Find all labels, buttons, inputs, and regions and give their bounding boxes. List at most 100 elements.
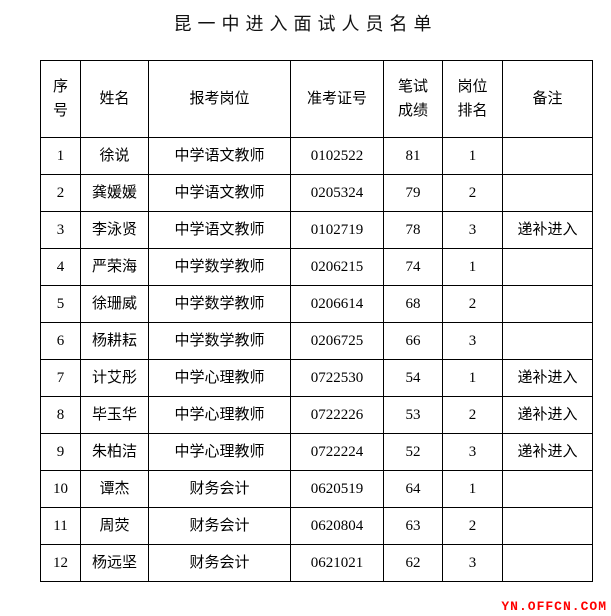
cell-seq: 5 [40,285,81,323]
cell-score: 53 [383,396,443,434]
cell-seq: 9 [40,433,81,471]
cell-score: 78 [383,211,443,249]
cell-score: 79 [383,174,443,212]
cell-seq: 2 [40,174,81,212]
cell-name: 周荧 [80,507,149,545]
cell-remark [502,544,593,582]
cell-rank: 3 [442,211,503,249]
cell-ticket: 0102719 [290,211,384,249]
table-row: 12 杨远坚 财务会计 0621021 62 3 [40,544,593,582]
table-row: 7 计艾彤 中学心理教师 0722530 54 1 递补进入 [40,359,593,397]
cell-rank: 3 [442,433,503,471]
cell-name: 徐珊威 [80,285,149,323]
table-row: 6 杨耕耘 中学数学教师 0206725 66 3 [40,322,593,360]
table-row: 1 徐说 中学语文教师 0102522 81 1 [40,137,593,175]
cell-name: 严荣海 [80,248,149,286]
cell-seq: 3 [40,211,81,249]
cell-name: 杨耕耘 [80,322,149,360]
cell-rank: 2 [442,285,503,323]
cell-name: 谭杰 [80,470,149,508]
cell-remark [502,137,593,175]
cell-remark [502,285,593,323]
cell-ticket: 0722226 [290,396,384,434]
cell-name: 朱柏洁 [80,433,149,471]
cell-position: 中学数学教师 [148,285,291,323]
cell-ticket: 0722224 [290,433,384,471]
cell-remark [502,470,593,508]
header-position: 报考岗位 [148,60,291,138]
cell-remark [502,248,593,286]
cell-name: 龚媛媛 [80,174,149,212]
cell-remark [502,174,593,212]
cell-ticket: 0722530 [290,359,384,397]
cell-name: 毕玉华 [80,396,149,434]
cell-position: 中学心理教师 [148,433,291,471]
cell-ticket: 0206614 [290,285,384,323]
cell-ticket: 0620519 [290,470,384,508]
cell-ticket: 0206725 [290,322,384,360]
header-seq: 序 号 [40,60,81,138]
cell-score: 68 [383,285,443,323]
cell-position: 中学心理教师 [148,396,291,434]
header-ticket: 准考证号 [290,60,384,138]
cell-seq: 12 [40,544,81,582]
table-row: 2 龚媛媛 中学语文教师 0205324 79 2 [40,174,593,212]
cell-score: 52 [383,433,443,471]
cell-name: 徐说 [80,137,149,175]
cell-remark [502,507,593,545]
table-header-row: 序 号 姓名 报考岗位 准考证号 笔试 成绩 岗位 排名 备注 [40,60,593,138]
cell-position: 中学数学教师 [148,322,291,360]
cell-rank: 1 [442,470,503,508]
page-title: 昆一中进入面试人员名单 [173,14,438,34]
cell-position: 中学语文教师 [148,174,291,212]
cell-position: 中学数学教师 [148,248,291,286]
cell-score: 63 [383,507,443,545]
cell-seq: 7 [40,359,81,397]
table-row: 9 朱柏洁 中学心理教师 0722224 52 3 递补进入 [40,433,593,471]
cell-position: 财务会计 [148,470,291,508]
table-row: 11 周荧 财务会计 0620804 63 2 [40,507,593,545]
header-score: 笔试 成绩 [383,60,443,138]
cell-remark: 递补进入 [502,211,593,249]
offcn-watermark: YN.OFFCN.COM [501,599,607,614]
table-row: 3 李泳贤 中学语文教师 0102719 78 3 递补进入 [40,211,593,249]
cell-remark [502,322,593,360]
cell-position: 财务会计 [148,507,291,545]
header-name: 姓名 [80,60,149,138]
cell-ticket: 0206215 [290,248,384,286]
cell-position: 财务会计 [148,544,291,582]
cell-seq: 8 [40,396,81,434]
cell-seq: 1 [40,137,81,175]
cell-rank: 2 [442,396,503,434]
cell-ticket: 0620804 [290,507,384,545]
cell-rank: 3 [442,544,503,582]
cell-score: 74 [383,248,443,286]
interview-roster-table: 序 号 姓名 报考岗位 准考证号 笔试 成绩 岗位 排名 备注 1 徐说 中学语… [40,60,593,582]
cell-position: 中学心理教师 [148,359,291,397]
cell-score: 62 [383,544,443,582]
table-row: 10 谭杰 财务会计 0620519 64 1 [40,470,593,508]
cell-remark: 递补进入 [502,433,593,471]
cell-seq: 6 [40,322,81,360]
cell-score: 66 [383,322,443,360]
header-remark: 备注 [502,60,593,138]
table-row: 8 毕玉华 中学心理教师 0722226 53 2 递补进入 [40,396,593,434]
cell-name: 杨远坚 [80,544,149,582]
cell-seq: 11 [40,507,81,545]
cell-rank: 1 [442,248,503,286]
table-row: 4 严荣海 中学数学教师 0206215 74 1 [40,248,593,286]
table-row: 5 徐珊威 中学数学教师 0206614 68 2 [40,285,593,323]
cell-seq: 10 [40,470,81,508]
cell-rank: 1 [442,137,503,175]
cell-score: 81 [383,137,443,175]
cell-score: 54 [383,359,443,397]
cell-seq: 4 [40,248,81,286]
cell-name: 李泳贤 [80,211,149,249]
cell-rank: 2 [442,507,503,545]
cell-name: 计艾彤 [80,359,149,397]
cell-position: 中学语文教师 [148,137,291,175]
cell-ticket: 0205324 [290,174,384,212]
cell-score: 64 [383,470,443,508]
cell-remark: 递补进入 [502,359,593,397]
cell-rank: 1 [442,359,503,397]
